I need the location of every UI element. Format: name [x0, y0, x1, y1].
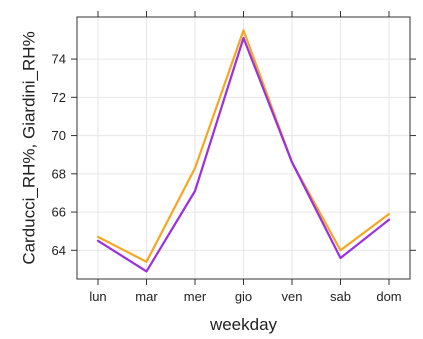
y-tick-label: 72	[52, 90, 66, 105]
x-tick-label: gio	[235, 289, 252, 304]
x-tick-label: lun	[89, 289, 106, 304]
y-tick-label: 74	[52, 52, 66, 67]
x-tick-label: mer	[184, 289, 207, 304]
y-axis-title: Carducci_RH%, Giardini_RH%	[19, 31, 38, 264]
x-axis-title: weekday	[209, 315, 278, 334]
y-tick-label: 64	[52, 243, 66, 258]
y-tick-label: 66	[52, 205, 66, 220]
y-tick-label: 70	[52, 128, 66, 143]
x-tick-label: ven	[282, 289, 303, 304]
x-tick-label: dom	[376, 289, 401, 304]
x-tick-label: sab	[330, 289, 351, 304]
x-tick-label: mar	[135, 289, 158, 304]
y-tick-label: 68	[52, 166, 66, 181]
grid	[77, 17, 410, 279]
